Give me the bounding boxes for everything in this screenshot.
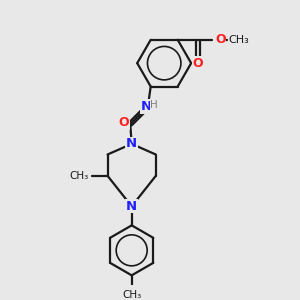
Text: H: H bbox=[150, 100, 158, 110]
Text: N: N bbox=[141, 100, 152, 113]
Text: N: N bbox=[126, 137, 137, 150]
Text: CH₃: CH₃ bbox=[122, 290, 141, 300]
Text: O: O bbox=[119, 116, 129, 129]
Text: O: O bbox=[215, 33, 226, 46]
Text: O: O bbox=[192, 57, 203, 70]
Text: CH₃: CH₃ bbox=[69, 171, 88, 181]
Text: N: N bbox=[126, 200, 137, 213]
Text: CH₃: CH₃ bbox=[229, 35, 250, 45]
